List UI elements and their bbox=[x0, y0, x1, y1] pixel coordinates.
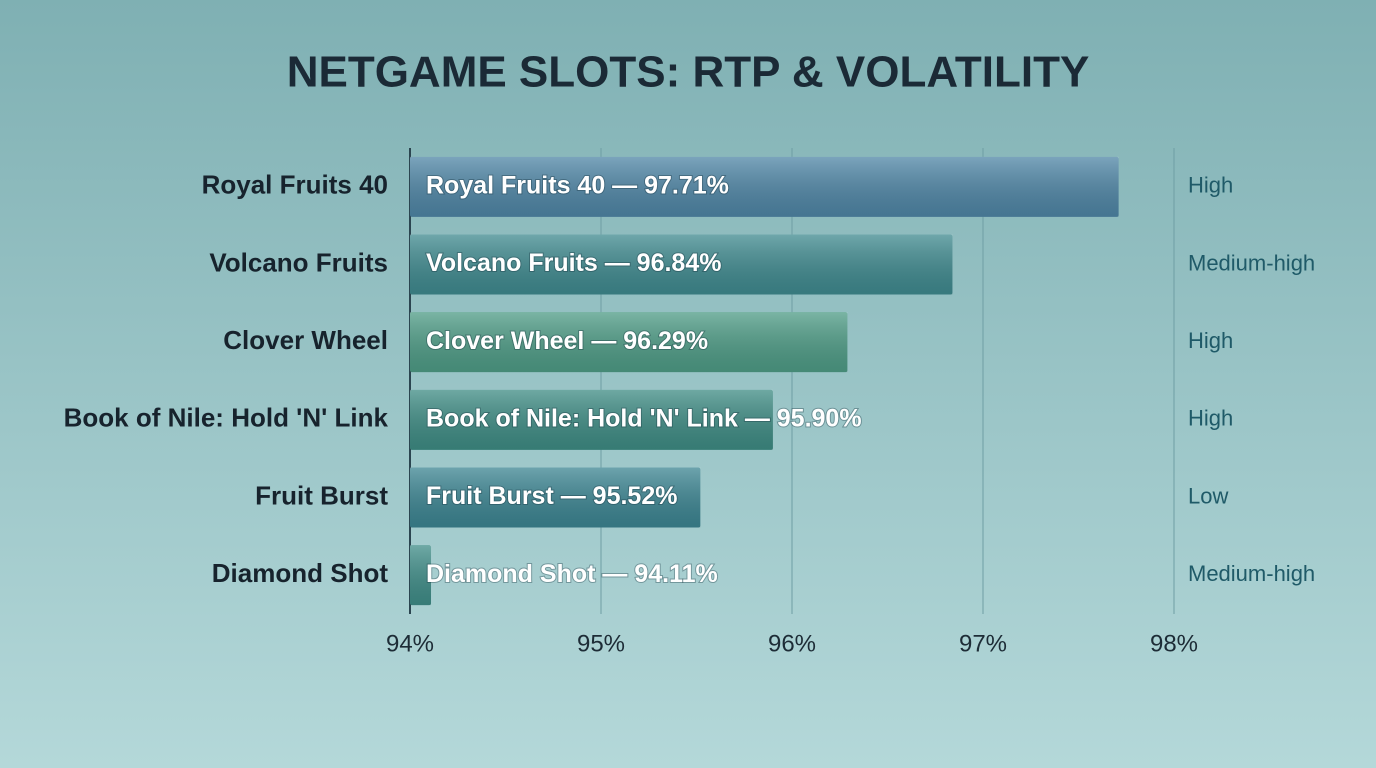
category-label: Clover Wheel bbox=[223, 325, 388, 355]
value-label: Clover Wheel — 96.29% bbox=[426, 327, 708, 355]
x-tick-label: 97% bbox=[959, 630, 1007, 657]
category-label: Book of Nile: Hold 'N' Link bbox=[64, 403, 389, 433]
volatility-label: Medium-high bbox=[1188, 561, 1315, 586]
volatility-label: Low bbox=[1188, 483, 1228, 508]
value-label: Royal Fruits 40 — 97.71% bbox=[426, 171, 729, 199]
value-label: Diamond Shot — 94.11% bbox=[426, 560, 718, 588]
category-label: Royal Fruits 40 bbox=[202, 170, 388, 200]
category-label: Diamond Shot bbox=[212, 558, 389, 588]
volatility-label: High bbox=[1188, 406, 1233, 431]
value-label: Book of Nile: Hold 'N' Link — 95.90% bbox=[426, 404, 862, 432]
value-label: Fruit Burst — 95.52% bbox=[426, 482, 677, 510]
x-tick-label: 95% bbox=[577, 630, 625, 657]
x-tick-label: 94% bbox=[386, 630, 434, 657]
x-tick-label: 98% bbox=[1150, 630, 1198, 657]
volatility-label: High bbox=[1188, 173, 1233, 198]
volatility-label: High bbox=[1188, 328, 1233, 353]
category-label: Fruit Burst bbox=[255, 480, 388, 510]
chart-title: NETGAME SLOTS: RTP & VOLATILITY bbox=[287, 48, 1090, 97]
volatility-label: Medium-high bbox=[1188, 250, 1315, 275]
value-label: Volcano Fruits — 96.84% bbox=[426, 249, 721, 277]
x-tick-label: 96% bbox=[768, 630, 816, 657]
category-label: Volcano Fruits bbox=[209, 247, 388, 277]
